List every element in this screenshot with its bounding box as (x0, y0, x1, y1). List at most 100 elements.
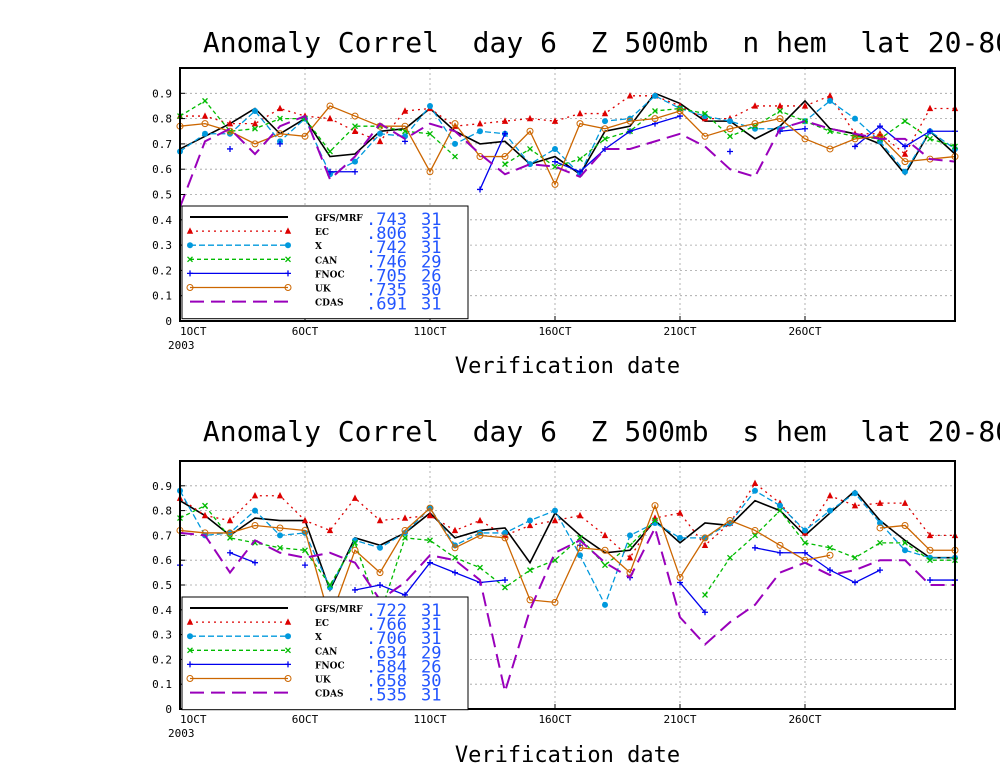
series-gfs-mrf (179, 92, 956, 176)
circle-marker (252, 108, 258, 115)
open-circle-marker (476, 531, 484, 539)
series-line (179, 504, 656, 617)
legend: GFS/MRF .743 31 EC .806 31 X .742 31 CAN .746 29 FNO… (181, 205, 469, 320)
plus-marker (187, 270, 193, 277)
plus-marker (627, 128, 633, 135)
legend-series-count: 31 (421, 629, 441, 649)
open-circle-marker (401, 122, 409, 130)
plus-marker (802, 125, 808, 132)
x-tick-label: 16OCT (538, 713, 571, 726)
series-gfs-mrf (179, 489, 955, 593)
legend-series-count: 29 (421, 643, 441, 663)
x-marker (502, 161, 508, 168)
circle-marker (852, 490, 858, 497)
open-circle-marker (226, 529, 234, 537)
y-tick-label: 0.9 (152, 87, 172, 100)
open-circle-marker (426, 168, 434, 176)
legend-series-count: 30 (421, 672, 441, 692)
open-circle-marker (501, 534, 509, 542)
open-circle-marker (526, 127, 534, 135)
triangle-marker (926, 531, 934, 539)
open-circle-marker (701, 132, 709, 140)
legend-series-count: 30 (421, 281, 441, 301)
legend-series-name: X (315, 242, 322, 252)
chart-panel-2: Anomaly Correl day 6 Z 500mb s hem lat 2… (152, 415, 1000, 768)
legend-series-stat: .746 (366, 252, 407, 272)
open-circle-marker (876, 524, 884, 532)
circle-marker (277, 532, 283, 539)
legend-series-name: EC (315, 619, 329, 629)
open-circle-marker (651, 502, 659, 510)
legend-series-name: GFS/MRF (315, 605, 363, 615)
x-marker (285, 256, 291, 263)
legend-series-count: 31 (421, 238, 441, 258)
legend-series-stat: .706 (366, 629, 407, 649)
triangle-marker (626, 554, 634, 561)
triangle-marker (276, 104, 284, 112)
series-line (779, 128, 806, 132)
x-axis-label: Verification date (455, 743, 680, 768)
triangle-marker (926, 104, 934, 112)
series-x (177, 487, 958, 608)
open-circle-marker (826, 551, 834, 559)
open-circle-marker (526, 596, 534, 604)
plus-marker (502, 130, 508, 137)
triangle-marker (226, 516, 234, 524)
y-tick-label: 0.6 (152, 554, 172, 567)
triangle-marker (351, 494, 359, 501)
legend-series-name: CAN (315, 256, 337, 266)
circle-marker (627, 532, 633, 539)
circle-marker (427, 102, 433, 109)
circle-marker (285, 633, 291, 640)
x-axis-label: Verification date (455, 354, 680, 379)
x-marker (327, 582, 333, 588)
x-marker (427, 537, 433, 544)
triangle-marker (551, 117, 559, 124)
y-tick-label: 0.5 (152, 189, 172, 202)
legend-series-name: CAN (315, 647, 337, 657)
circle-marker (352, 158, 358, 165)
open-circle-marker (186, 675, 194, 682)
x-marker (527, 567, 533, 574)
plus-marker (227, 549, 233, 556)
series-uk (176, 502, 959, 624)
y-tick-label: 0.2 (152, 653, 172, 666)
circle-marker (377, 130, 383, 137)
x-tick-label: 6OCT (292, 325, 319, 338)
y-tick-label: 0.3 (152, 629, 172, 642)
triangle-marker (776, 102, 784, 109)
open-circle-marker (426, 504, 434, 512)
open-circle-marker (186, 284, 194, 291)
plus-marker (285, 661, 291, 668)
plus-marker (827, 567, 833, 574)
legend-series-count: 31 (421, 295, 441, 315)
triangle-marker (476, 516, 484, 524)
series-line (679, 582, 706, 613)
open-circle-marker (801, 135, 809, 143)
plus-marker (352, 586, 358, 593)
open-circle-marker (576, 544, 584, 552)
x-marker (452, 153, 458, 160)
x-marker (827, 544, 833, 551)
triangle-marker (576, 511, 584, 519)
y-tick-label: 0.7 (152, 529, 172, 542)
legend-series-name: EC (315, 228, 329, 238)
x-marker (452, 554, 458, 561)
legend-series-count: 31 (421, 686, 441, 706)
y-tick-label: 0 (165, 703, 172, 716)
plus-marker (752, 544, 758, 551)
x-marker (802, 539, 808, 546)
plus-marker (852, 143, 858, 150)
legend-series-name: GFS/MRF (315, 214, 363, 224)
circle-marker (402, 529, 408, 536)
legend-series-stat: .705 (366, 266, 407, 286)
x-marker (927, 557, 933, 564)
x-marker (227, 534, 233, 541)
triangle-marker (751, 102, 759, 109)
plus-marker (777, 549, 783, 556)
triangle-marker (551, 516, 559, 524)
open-circle-marker (926, 546, 934, 554)
x-marker (352, 123, 358, 130)
x-marker (777, 507, 783, 514)
x-tick-label: 11OCT (413, 325, 446, 338)
